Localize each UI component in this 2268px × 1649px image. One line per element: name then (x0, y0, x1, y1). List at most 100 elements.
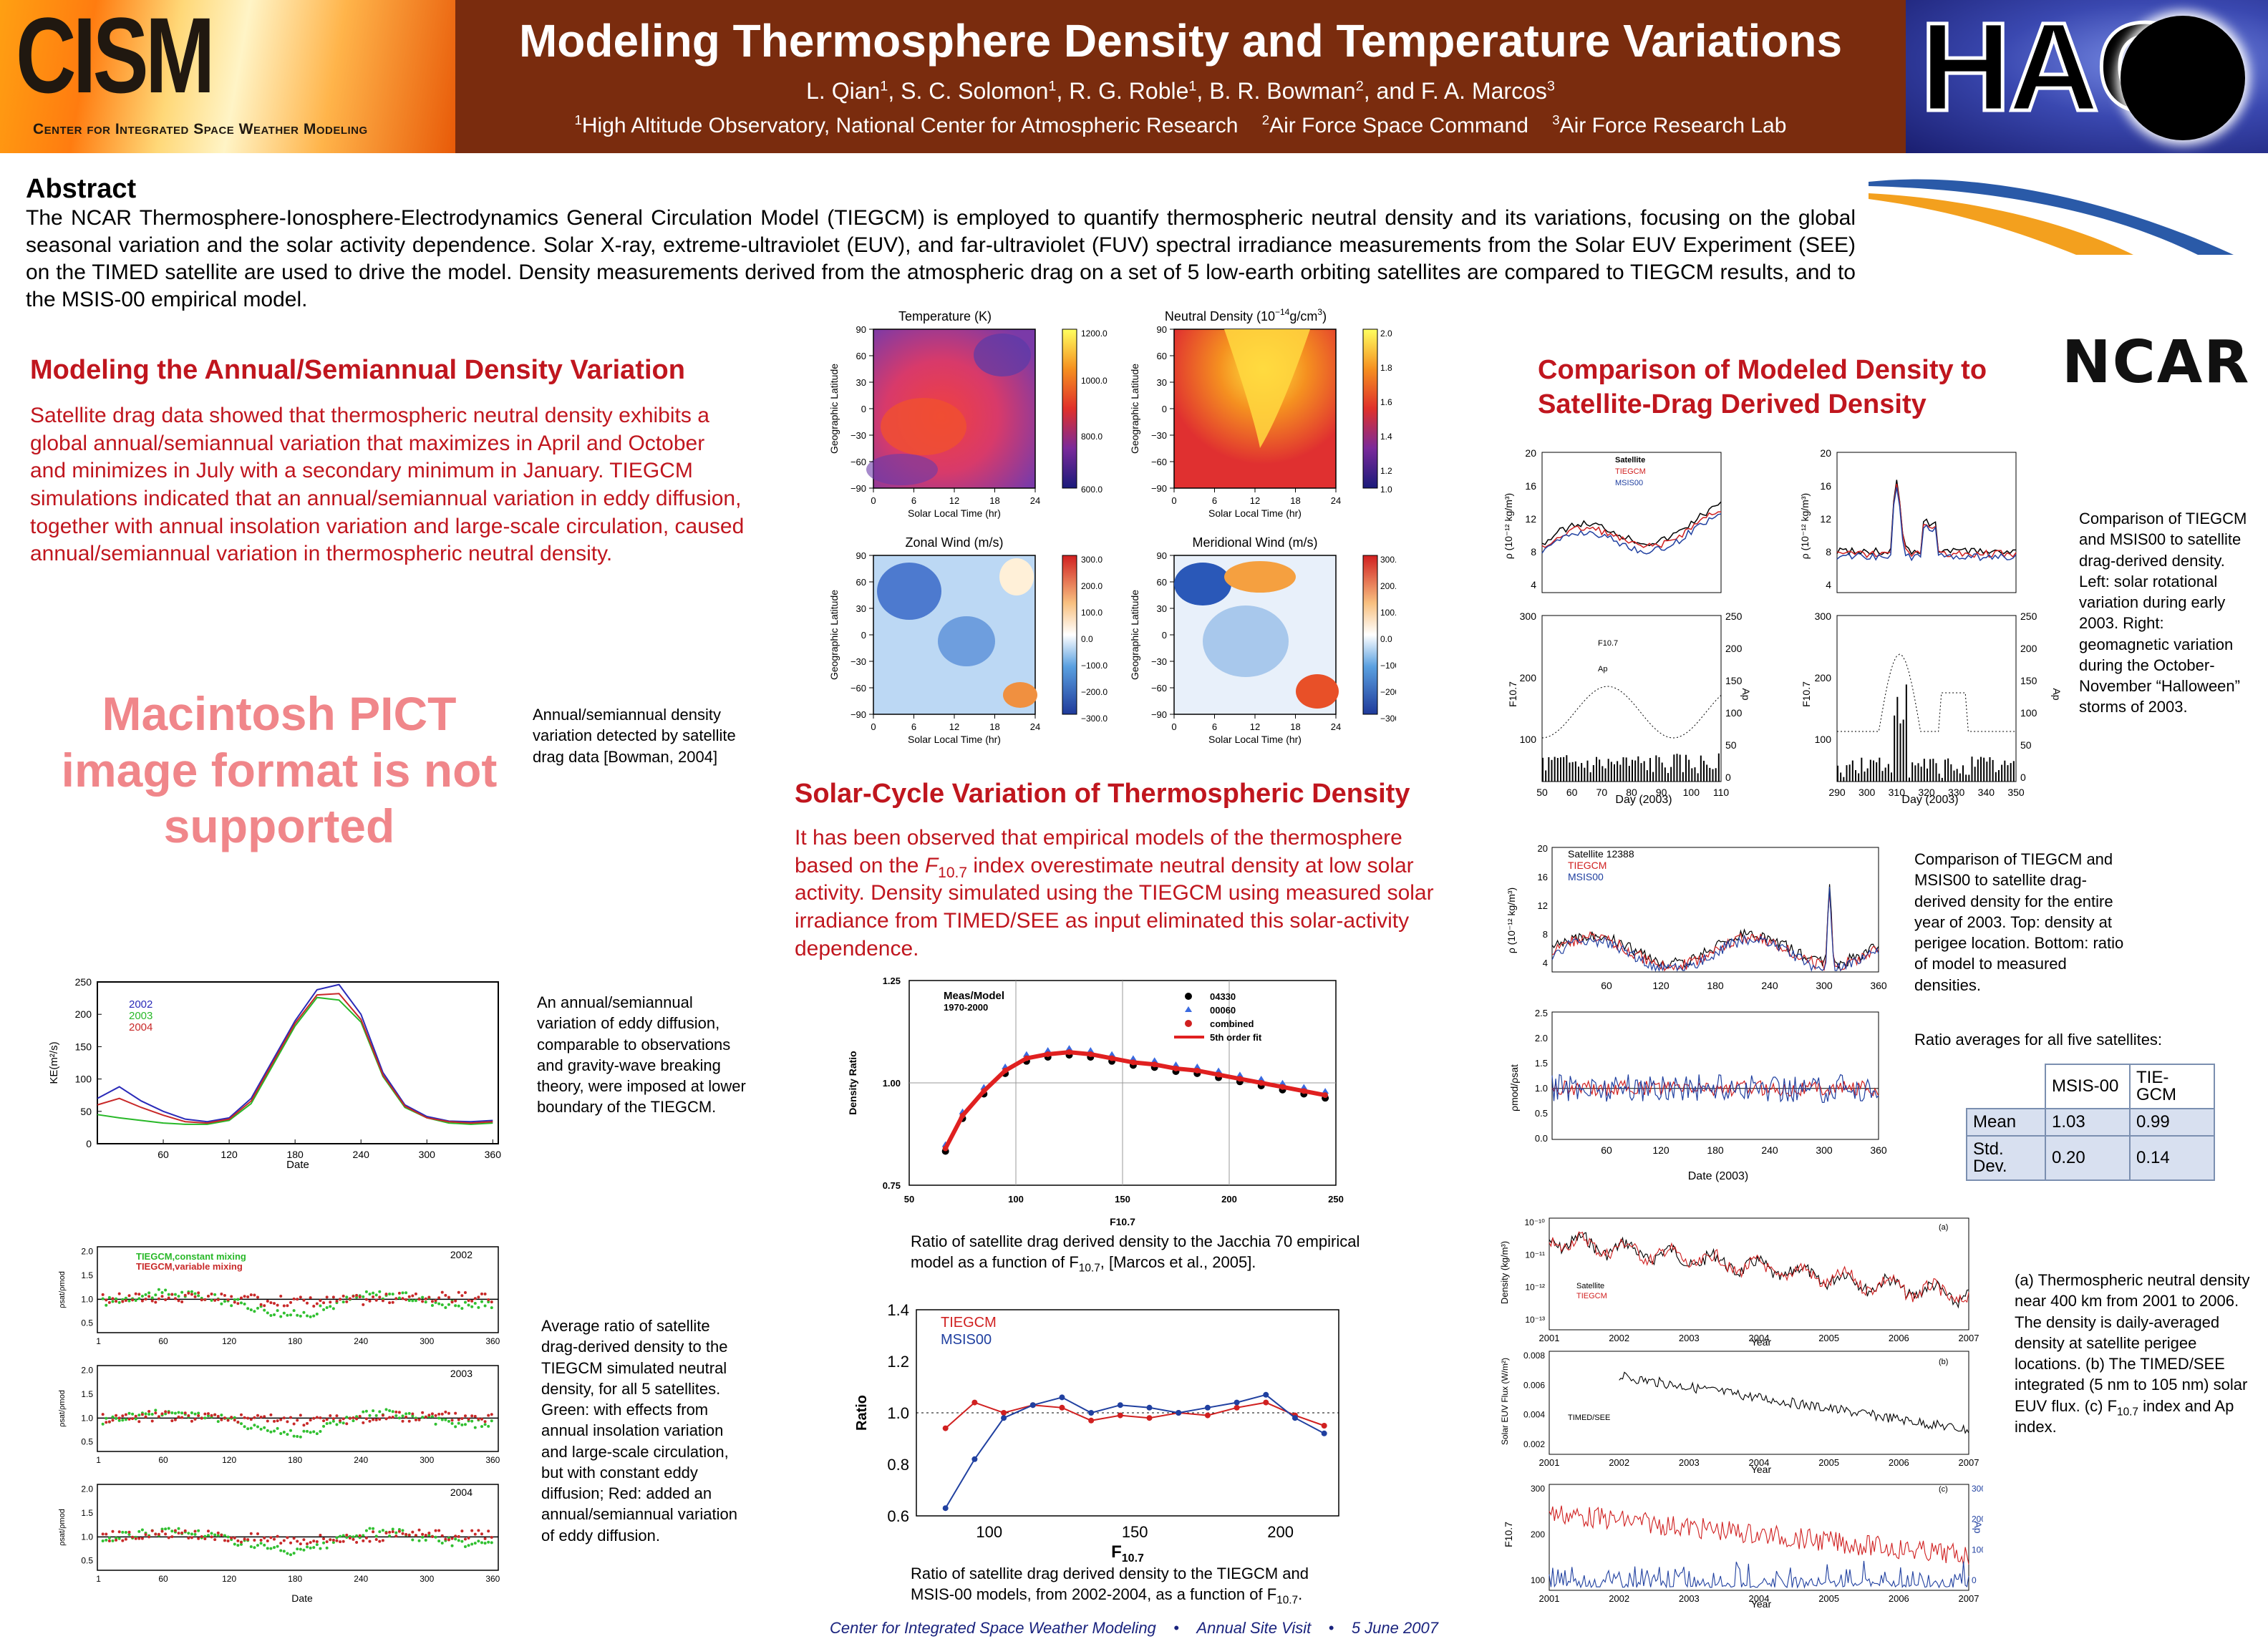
green-point (473, 1542, 477, 1545)
point-MSIS00 (1001, 1415, 1007, 1421)
green-point (401, 1291, 404, 1295)
x-tick-label: 12 (949, 495, 959, 506)
long-xlabel-b: Year (1751, 1464, 1772, 1475)
red-point (115, 1300, 118, 1303)
y-tick-label: 4 (1543, 958, 1548, 968)
red-point (193, 1529, 197, 1533)
red-point (203, 1537, 207, 1541)
green-point (381, 1529, 384, 1532)
red-point (111, 1529, 115, 1533)
green-point (447, 1419, 450, 1423)
red-point (355, 1541, 359, 1545)
red-point (230, 1416, 233, 1419)
x-tick-label: 300 (1816, 1144, 1833, 1156)
red-point (236, 1539, 240, 1542)
y-tick-label: 90 (1157, 550, 1167, 561)
temperature-heatmap: Temperature (K) 1200.0 1000.0 800.0 600.… (828, 309, 1108, 519)
long-y2label-c: Ap (1972, 1521, 1983, 1533)
ap-bar (1977, 759, 1979, 782)
y-tick-label: 50 (80, 1106, 92, 1117)
red-point (256, 1414, 259, 1417)
green-point (345, 1416, 349, 1419)
x-tick-label: 2002 (1609, 1593, 1629, 1604)
cb-tick: 600.0 (1081, 485, 1102, 495)
red-point (430, 1535, 434, 1539)
cb-tick: 200.0 (1081, 581, 1102, 591)
ratio-caption: Average ratio of satellite drag-derived … (541, 1317, 737, 1545)
storm-caption: Comparison of TIEGCM and MSIS00 to satel… (2079, 510, 2247, 716)
red-point (404, 1298, 408, 1301)
green-point (147, 1413, 151, 1416)
green-point (243, 1425, 246, 1429)
red-point (289, 1300, 293, 1304)
kz-series-2003 (97, 996, 493, 1125)
red-point (263, 1415, 266, 1419)
red-point (312, 1539, 316, 1543)
x-tick-label: 0 (871, 721, 876, 732)
kz-plot-frame (97, 981, 499, 1144)
cb-tick: 1.4 (1380, 432, 1392, 442)
affil-mark: 3 (1552, 112, 1560, 127)
red-point (306, 1301, 309, 1305)
red-point (470, 1299, 474, 1303)
f107-tick: 100 (1520, 734, 1537, 745)
cb-tick: 1.2 (1380, 466, 1392, 476)
data-point-00060 (1236, 1071, 1244, 1078)
x-tick-label: 340 (1978, 787, 1995, 798)
footer-org: Center for Integrated Space Weather Mode… (830, 1619, 1156, 1637)
y-tick-label: 1.5 (81, 1270, 93, 1280)
green-point (220, 1414, 223, 1417)
ap-tick: 250 (1725, 611, 1743, 622)
red-point (259, 1416, 263, 1419)
ap-bar (1911, 762, 1914, 782)
y-tick-label: 90 (1157, 324, 1167, 335)
green-point (140, 1294, 144, 1298)
ap-bar (1887, 764, 1889, 782)
red-point (233, 1300, 236, 1304)
green-point (430, 1415, 434, 1419)
red-point (473, 1297, 477, 1300)
red-point (154, 1300, 158, 1304)
red-point (417, 1528, 421, 1532)
y-tick-label: 100 (1531, 1575, 1545, 1585)
x-tick-label: 18 (989, 495, 999, 506)
x-tick-label: 300 (419, 1149, 436, 1160)
red-point (490, 1413, 493, 1416)
y-tick-label: 1.0 (81, 1413, 93, 1423)
green-point (107, 1295, 111, 1299)
author-affil-mark: 2 (1355, 78, 1364, 94)
red-point (249, 1293, 253, 1297)
red-point (477, 1529, 480, 1532)
green-point (457, 1539, 460, 1542)
green-point (331, 1307, 335, 1310)
green-point (362, 1410, 365, 1414)
red-point (490, 1536, 493, 1539)
green-point (164, 1527, 168, 1531)
ratio-label-2003: 2003 (450, 1368, 472, 1379)
green-point (407, 1299, 411, 1303)
red-point (157, 1532, 160, 1536)
ap-bar (1584, 767, 1586, 782)
red-point (107, 1420, 111, 1424)
green-point (105, 1303, 108, 1307)
green-point (256, 1544, 259, 1547)
red-point (160, 1529, 164, 1533)
ap-bar (1869, 759, 1871, 782)
red-point (177, 1299, 180, 1303)
y-tick-label: 0.75 (883, 1180, 901, 1191)
green-point (341, 1534, 345, 1537)
ap-bar (1986, 762, 1988, 782)
table-cell: 1.03 (2045, 1108, 2131, 1137)
red-point (140, 1413, 144, 1416)
y-tick-label: 20 (1525, 447, 1536, 459)
green-point (463, 1423, 467, 1426)
green-point (233, 1298, 236, 1302)
neutral-density-heatmap: Neutral Density (10−14g/cm3) 2.0 1.8 1.6… (1129, 307, 1392, 519)
legend-label: 00060 (1210, 1005, 1236, 1016)
x-tick-label: 2001 (1539, 1457, 1560, 1468)
storm-legend-f107: F10.7 (1598, 639, 1618, 648)
green-point (470, 1305, 474, 1308)
x-tick-label: 180 (288, 1336, 302, 1346)
red-point (233, 1419, 236, 1422)
red-point (463, 1537, 467, 1541)
